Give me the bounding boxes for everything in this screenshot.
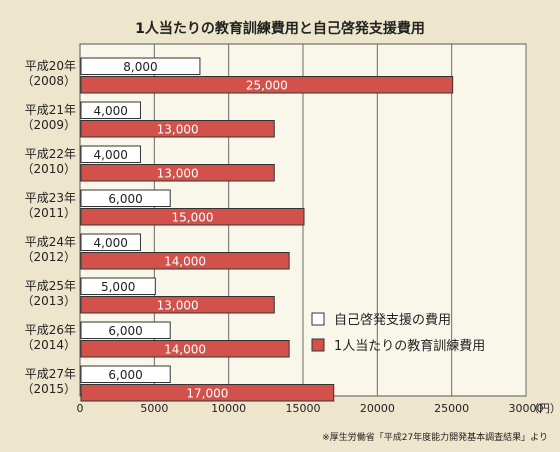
bar-self-development bbox=[80, 365, 171, 383]
bar-self-development bbox=[80, 57, 201, 75]
x-tick-label: 5000 bbox=[140, 402, 168, 415]
bar-value-label: 4,000 bbox=[94, 104, 128, 118]
x-tick-labels: 0 5000 10000 15000 20000 25000 30000 bbox=[77, 402, 544, 415]
category-labels: 平成20年（2008）平成21年（2009）平成22年（2010）平成23年（2… bbox=[21, 59, 76, 396]
bar-value-label: 6,000 bbox=[108, 192, 142, 206]
bar-self-development bbox=[80, 145, 141, 163]
x-tick-label: 30000 bbox=[509, 402, 544, 415]
bar-self-development bbox=[80, 277, 156, 295]
category-label: 平成26年 bbox=[25, 323, 76, 337]
bar-value-label: 13,000 bbox=[157, 298, 199, 312]
category-sublabel: （2013） bbox=[21, 294, 76, 308]
bar-value-label: 8,000 bbox=[123, 60, 157, 74]
bar-self-development bbox=[80, 321, 171, 339]
bar-training-cost bbox=[80, 384, 335, 402]
category-label: 平成24年 bbox=[25, 235, 76, 249]
bar-value-label: 17,000 bbox=[186, 386, 228, 400]
category-label: 平成20年 bbox=[25, 59, 76, 73]
category-label: 平成25年 bbox=[25, 279, 76, 293]
bar-value-label: 13,000 bbox=[157, 122, 199, 136]
bars: 8,000 25,000 4,000 13,000 4,000 13,000 6,000 15… bbox=[80, 57, 454, 402]
chart-title: 1人当たりの教育訓練費用と自己啓発支援費用 bbox=[135, 20, 425, 37]
bar-training-cost bbox=[80, 120, 275, 138]
bar-training-cost bbox=[80, 340, 290, 358]
bar-value-label: 4,000 bbox=[94, 148, 128, 162]
category-sublabel: （2009） bbox=[21, 118, 76, 132]
bar-training-cost bbox=[80, 208, 305, 226]
bar-value-label: 25,000 bbox=[246, 78, 288, 92]
bar-training-cost bbox=[80, 252, 290, 270]
category-sublabel: （2011） bbox=[21, 206, 76, 220]
bar-training-cost bbox=[80, 164, 275, 182]
x-axis-unit: （円） bbox=[528, 402, 560, 415]
bar-training-cost bbox=[80, 296, 275, 314]
bar-value-label: 6,000 bbox=[108, 368, 142, 382]
bar-value-label: 4,000 bbox=[94, 236, 128, 250]
category-label: 平成22年 bbox=[25, 147, 76, 161]
category-sublabel: （2014） bbox=[21, 338, 76, 352]
category-label: 平成27年 bbox=[25, 367, 76, 381]
category-label: 平成21年 bbox=[25, 103, 76, 117]
category-label: 平成23年 bbox=[25, 191, 76, 205]
legend: 自己啓発支援の費用 1人当たりの教育訓練費用 bbox=[311, 312, 485, 354]
legend-label: 1人当たりの教育訓練費用 bbox=[334, 338, 485, 354]
legend-swatch-self-development bbox=[311, 312, 325, 326]
x-tick-label: 20000 bbox=[360, 402, 395, 415]
category-sublabel: （2010） bbox=[21, 162, 76, 176]
legend-swatch-training-cost bbox=[311, 338, 325, 352]
x-tick-label: 15000 bbox=[286, 402, 321, 415]
bar-value-label: 13,000 bbox=[157, 166, 199, 180]
bar-value-label: 14,000 bbox=[164, 254, 206, 268]
bar-training-cost bbox=[80, 76, 454, 94]
x-tick-label: 0 bbox=[77, 402, 84, 415]
bar-value-label: 15,000 bbox=[172, 210, 214, 224]
legend-label: 自己啓発支援の費用 bbox=[334, 313, 451, 328]
source-note: ※厚生労働省「平成27年度能力開発基本調査結果」より bbox=[322, 431, 548, 443]
bar-value-label: 14,000 bbox=[164, 342, 206, 356]
bar-self-development bbox=[80, 101, 141, 119]
category-sublabel: （2008） bbox=[21, 74, 76, 88]
bar-self-development bbox=[80, 233, 141, 251]
category-sublabel: （2012） bbox=[21, 250, 76, 264]
x-tick-label: 10000 bbox=[211, 402, 246, 415]
bar-self-development bbox=[80, 189, 171, 207]
bar-value-label: 6,000 bbox=[108, 324, 142, 338]
x-tick-label: 25000 bbox=[434, 402, 469, 415]
bar-value-label: 5,000 bbox=[101, 280, 135, 294]
category-sublabel: （2015） bbox=[21, 382, 76, 396]
